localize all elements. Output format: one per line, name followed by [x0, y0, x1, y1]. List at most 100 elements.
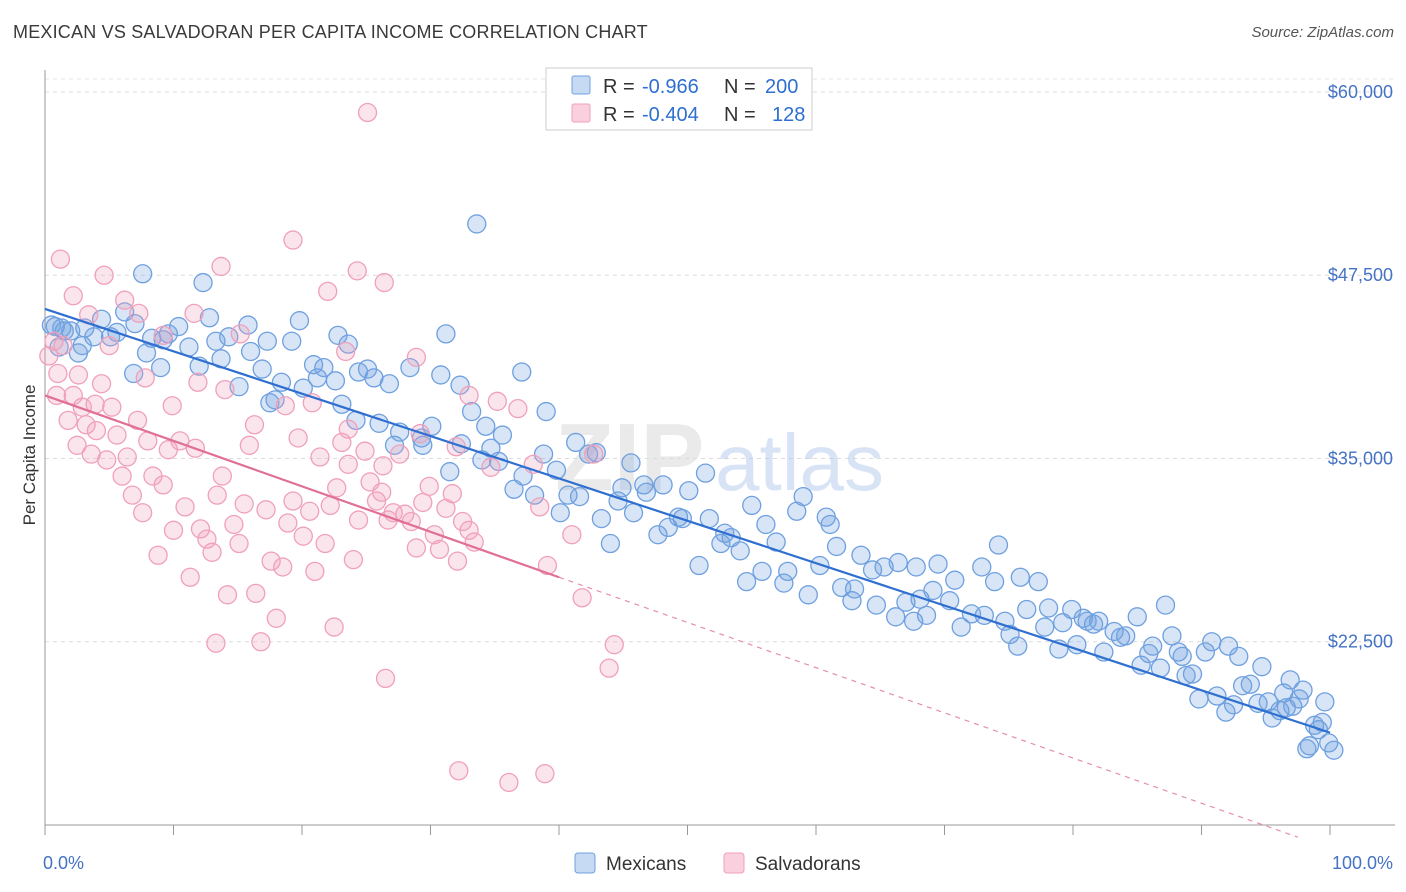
salvadorans-point-41 — [251, 632, 271, 652]
mexicans-point-170 — [1143, 636, 1163, 656]
salvadorans-point-89 — [230, 324, 250, 344]
legend-n-value-2: 128 — [772, 104, 805, 126]
mexicans-point-13 — [150, 357, 171, 378]
mexicans-point-175 — [1216, 702, 1236, 722]
mexicans-point-41 — [440, 462, 460, 482]
salvadorans-point-32 — [202, 542, 222, 562]
mexicans-point-78 — [842, 591, 862, 611]
mexicans-point-114 — [1240, 674, 1260, 694]
mexicans-point-198 — [1176, 665, 1196, 686]
mexicans-point-122 — [45, 316, 65, 337]
mexicans-point-107 — [1162, 626, 1182, 646]
salvadorans-point-23 — [153, 475, 173, 495]
mexicans-point-30 — [325, 371, 346, 391]
mexicans-point-147 — [653, 475, 673, 495]
mexicans-point-22 — [240, 341, 261, 362]
salvadorans-point-127 — [499, 772, 519, 793]
mexicans-point-151 — [756, 514, 776, 535]
mexicans-point-26 — [282, 331, 302, 351]
mexicans-point-86 — [928, 554, 948, 574]
salvadorans-point-108 — [188, 372, 208, 392]
salvadorans-point-18 — [127, 410, 148, 431]
mexicans-point-116 — [1262, 708, 1282, 728]
salvadorans-point-19 — [133, 503, 153, 523]
salvadorans-point-120 — [537, 555, 558, 576]
legend-n-label-1: N = — [724, 76, 756, 98]
salvadorans-point-14 — [107, 425, 127, 445]
mexicans-point-113 — [1229, 646, 1249, 667]
mexicans-point-96 — [1038, 598, 1059, 618]
bottom-legend[interactable]: Mexicans Salvadorans — [574, 852, 861, 875]
mexicans-point-135 — [364, 368, 384, 388]
salvadorans-point-94 — [357, 102, 378, 123]
salvadorans-point-70 — [413, 492, 433, 513]
salvadorans-point-84 — [115, 290, 135, 310]
bottom-legend-mexicans[interactable]: Mexicans — [606, 854, 686, 875]
mexicans-point-88 — [951, 617, 971, 637]
mexicans-point-53 — [569, 486, 590, 507]
salvadorans-point-71 — [419, 476, 439, 496]
mexicans-point-70 — [752, 561, 772, 582]
mexicans-point-152 — [774, 573, 794, 593]
salvadorans-point-42 — [256, 500, 276, 520]
mexicans-point-121 — [1315, 692, 1335, 712]
mexicans-point-200 — [1276, 698, 1296, 718]
salvadorans-point-25 — [163, 520, 184, 540]
salvadorans-point-98 — [487, 391, 507, 411]
bottom-legend-salvadorans[interactable]: Salvadorans — [755, 854, 861, 875]
salvadorans-point-99 — [530, 497, 550, 517]
legend-n-label-2: N = — [724, 104, 756, 126]
mexicans-point-171 — [1155, 595, 1176, 615]
salvadorans-point-59 — [348, 510, 369, 530]
salvadorans-point-124 — [324, 617, 344, 637]
salvadorans-point-105 — [99, 335, 119, 356]
salvadorans-point-113 — [338, 419, 358, 439]
mexicans-point-115 — [1252, 657, 1272, 677]
salvadorans-point-39 — [239, 435, 259, 455]
bottom-legend-swatch-salvadorans[interactable] — [723, 852, 745, 874]
mexicans-point-66 — [711, 533, 731, 554]
mexicans-point-58 — [623, 503, 644, 523]
mexicans-point-109 — [1182, 664, 1203, 684]
salvadorans-point-2 — [48, 363, 68, 384]
x-tick-label-end: 100.0% — [1332, 853, 1393, 873]
mexicans-point-37 — [400, 357, 420, 378]
salvadorans-point-97 — [459, 385, 479, 406]
salvadorans-point-117 — [481, 457, 501, 477]
salvadorans-point-125 — [375, 668, 396, 689]
salvadorans-point-110 — [244, 415, 265, 435]
mexicans-point-203 — [1324, 740, 1344, 760]
mexicans-point-51 — [546, 460, 567, 480]
mexicans-point-164 — [1035, 617, 1055, 637]
salvadorans-point-4 — [58, 410, 78, 431]
salvadorans-point-109 — [215, 379, 235, 400]
x-tick-labels: 0.0% 100.0% — [43, 853, 1393, 873]
mexicans-point-39 — [422, 416, 442, 436]
mexicans-point-128 — [193, 272, 213, 293]
mexicans-point-104 — [1127, 607, 1147, 627]
mexicans-point-197 — [1077, 611, 1097, 631]
mexicans-point-157 — [888, 552, 908, 573]
mexicans-point-61 — [658, 517, 678, 538]
bottom-legend-swatch-mexicans[interactable] — [574, 852, 596, 874]
mexicans-point-21 — [229, 377, 249, 397]
mexicans-point-146 — [634, 475, 654, 495]
salvadorans-point-60 — [355, 441, 375, 461]
mexicans-point-136 — [413, 435, 433, 455]
mexicans-point-161 — [972, 557, 992, 577]
y-tick-label-2: $47,500 — [1328, 265, 1393, 285]
salvadorans-point-123 — [206, 633, 226, 653]
salvadorans-point-55 — [327, 478, 347, 498]
legend[interactable]: R = -0.966 N = 200 R = -0.404 N = 128 — [545, 67, 813, 131]
mexicans-point-74 — [798, 585, 818, 605]
salvadorans-point-10 — [86, 420, 107, 441]
y-axis-title: Per Capita Income — [20, 385, 39, 526]
salvadorans-point-40 — [246, 583, 266, 604]
mexicans-point-18 — [199, 308, 220, 328]
mexicans-point-93 — [1008, 636, 1028, 656]
salvadorans-point-15 — [112, 466, 132, 486]
mexicans-point-187 — [265, 390, 285, 410]
salvadorans-point-81 — [63, 286, 83, 306]
y-tick-label-1: $35,000 — [1328, 448, 1393, 468]
salvadorans-point-76 — [447, 551, 468, 571]
